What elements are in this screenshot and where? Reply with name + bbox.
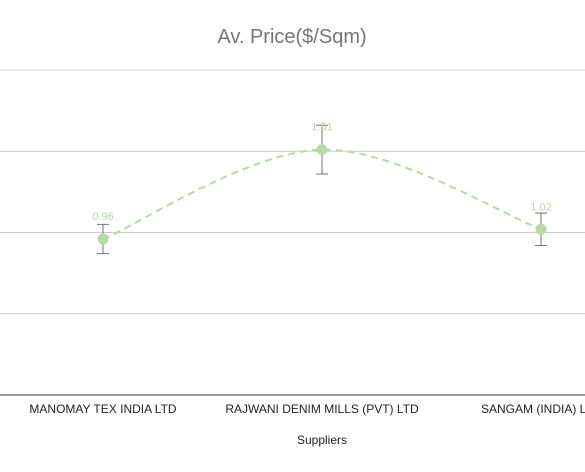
gridlines [0,69,585,315]
chart-title: Av. Price($/Sqm) [217,26,366,48]
x-tick-label: RAJWANI DENIM MILLS (PVT) LTD [225,402,419,416]
data-label: 1.02 [530,201,551,213]
data-label: 1.51 [311,122,332,134]
x-tick-label: SANGAM (INDIA) L [481,402,585,416]
x-tick-label: MANOMAY TEX INDIA LTD [29,402,176,416]
x-tick-labels: MANOMAY TEX INDIA LTD RAJWANI DENIM MILLS… [29,402,585,416]
data-label: 0.96 [92,211,113,223]
data-point [97,233,109,245]
data-point [535,223,547,235]
x-axis-label: Suppliers [297,433,347,447]
data-labels: 0.96 1.51 1.02 [92,122,551,223]
data-point [316,144,328,156]
data-points [97,144,547,245]
